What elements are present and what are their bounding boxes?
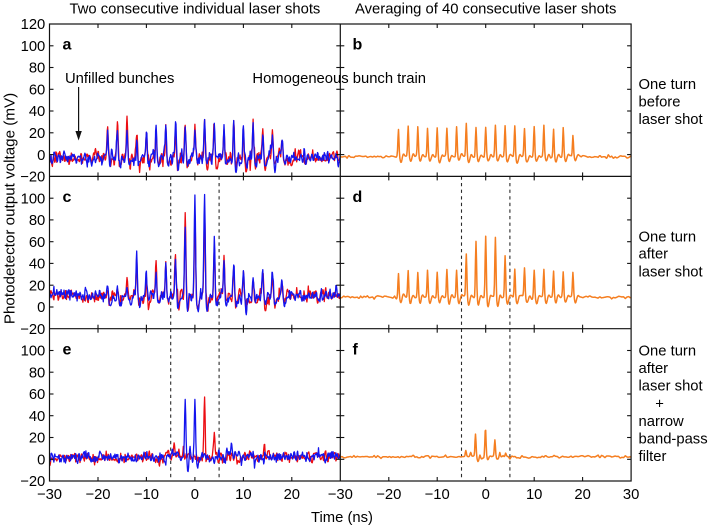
svg-text:30: 30 <box>623 487 639 503</box>
svg-text:after: after <box>639 361 669 377</box>
svg-text:20: 20 <box>29 278 45 294</box>
svg-text:80: 80 <box>29 61 45 77</box>
svg-text:100: 100 <box>21 344 46 360</box>
svg-text:Photodetector output voltage (: Photodetector output voltage (mV) <box>2 93 19 324</box>
svg-text:One turn: One turn <box>639 77 697 93</box>
svg-text:−20: −20 <box>376 487 401 503</box>
svg-text:40: 40 <box>29 104 45 120</box>
svg-text:−30: −30 <box>37 487 62 503</box>
svg-text:band-pass: band-pass <box>639 432 708 448</box>
svg-text:−20: −20 <box>20 322 45 338</box>
svg-text:−10: −10 <box>425 487 450 503</box>
svg-text:a: a <box>63 37 72 54</box>
svg-text:One turn: One turn <box>639 344 697 360</box>
svg-text:Two consecutive individual las: Two consecutive individual laser shots <box>69 2 320 18</box>
svg-text:+: + <box>655 397 664 413</box>
svg-text:laser shot: laser shot <box>639 379 703 395</box>
svg-text:narrow: narrow <box>639 414 685 430</box>
svg-text:laser shot: laser shot <box>639 112 703 128</box>
svg-text:0: 0 <box>191 487 199 503</box>
svg-text:d: d <box>353 189 363 206</box>
svg-text:120: 120 <box>21 17 46 33</box>
svg-text:40: 40 <box>29 257 45 273</box>
svg-text:0: 0 <box>37 300 45 316</box>
svg-text:c: c <box>63 189 72 206</box>
svg-text:80: 80 <box>29 213 45 229</box>
svg-text:One turn: One turn <box>639 229 697 245</box>
svg-text:laser shot: laser shot <box>639 264 703 280</box>
svg-text:0: 0 <box>37 148 45 164</box>
svg-text:0: 0 <box>482 487 490 503</box>
svg-text:0: 0 <box>37 453 45 469</box>
svg-text:60: 60 <box>29 235 45 251</box>
svg-text:20: 20 <box>574 487 590 503</box>
svg-text:−20: −20 <box>85 487 110 503</box>
svg-text:Averaging of 40 consecutive la: Averaging of 40 consecutive laser shots <box>355 2 616 18</box>
svg-text:10: 10 <box>526 487 542 503</box>
svg-text:Unfilled bunches: Unfilled bunches <box>65 71 174 87</box>
svg-text:80: 80 <box>29 365 45 381</box>
svg-text:before: before <box>639 95 681 111</box>
svg-text:filter: filter <box>639 449 667 465</box>
svg-text:b: b <box>353 37 363 54</box>
svg-text:−10: −10 <box>134 487 159 503</box>
svg-text:Time (ns): Time (ns) <box>311 510 373 526</box>
svg-text:20: 20 <box>29 431 45 447</box>
svg-text:10: 10 <box>235 487 251 503</box>
svg-text:40: 40 <box>29 409 45 425</box>
svg-text:−20: −20 <box>20 474 45 490</box>
svg-text:20: 20 <box>284 487 300 503</box>
svg-text:Homogeneous bunch train: Homogeneous bunch train <box>252 71 426 87</box>
svg-text:−30: −30 <box>328 487 353 503</box>
svg-text:60: 60 <box>29 387 45 403</box>
svg-text:f: f <box>353 341 359 358</box>
svg-text:20: 20 <box>29 126 45 142</box>
svg-text:−20: −20 <box>20 170 45 186</box>
svg-text:e: e <box>63 341 72 358</box>
svg-text:100: 100 <box>21 39 46 55</box>
svg-text:after: after <box>639 247 669 263</box>
svg-text:100: 100 <box>21 191 46 207</box>
svg-text:60: 60 <box>29 83 45 99</box>
